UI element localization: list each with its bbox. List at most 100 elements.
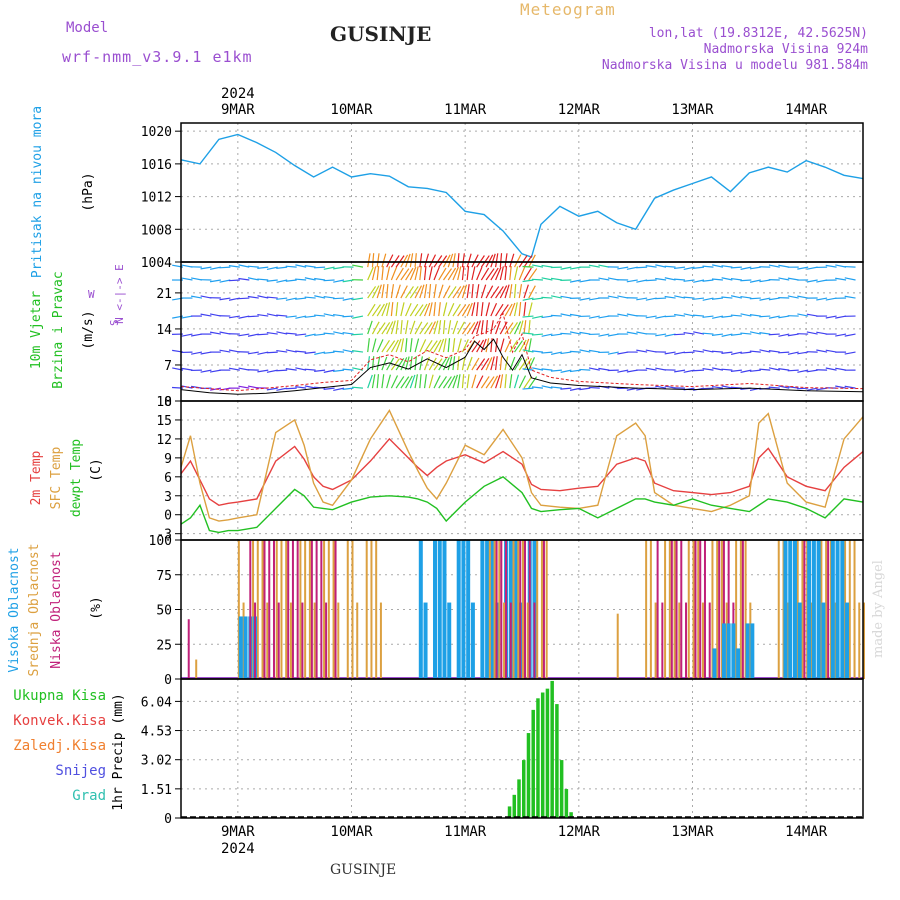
wind-arrow (442, 320, 446, 335)
wind-arrow (617, 351, 629, 355)
wind-arrow (569, 387, 581, 391)
wind-arrow (683, 331, 695, 335)
cloud-bar-mid (645, 540, 648, 679)
cloud-bar-low (519, 540, 522, 679)
temp-label: 2m Temp (29, 450, 44, 505)
wind-arrow (550, 386, 562, 389)
cloud-unit: (%) (89, 596, 104, 619)
wind-arrow (504, 266, 508, 281)
wind-arrow (598, 367, 610, 371)
cloud-bar-low (287, 540, 290, 679)
wind-arrow (560, 295, 572, 299)
wind-arrow (617, 266, 629, 270)
wind-arrow (778, 351, 790, 354)
wind-arrow (518, 284, 523, 299)
wind-arrow (400, 268, 410, 281)
wind-arrow (768, 264, 780, 268)
wind-arrow (181, 264, 193, 268)
wind-arrow (626, 369, 638, 373)
wind-arrow (740, 351, 752, 354)
wind-arrow (569, 313, 581, 317)
wind-arrow (423, 302, 431, 317)
wind-arrow (461, 253, 465, 268)
precip-bar (545, 688, 550, 818)
precip-bar (564, 789, 569, 818)
y-tick-label: 1016 (141, 158, 172, 173)
wind-arrow (191, 351, 203, 355)
wind-arrow (541, 368, 553, 371)
cloud-bar-mid (323, 540, 326, 679)
wind-arrow (523, 357, 533, 371)
temp-2m-line (180, 437, 864, 506)
wind-arrow (276, 369, 288, 372)
wind-arrow (806, 313, 818, 317)
wind-arrow (528, 357, 536, 371)
wind-arrow (333, 297, 345, 300)
wind-arrow (664, 333, 676, 337)
wind-arrow (523, 320, 527, 335)
wind-arrow (257, 295, 269, 299)
wind-arrow (219, 331, 231, 335)
y-tick-label: 50 (156, 604, 172, 619)
wind-arrow (522, 332, 534, 335)
wind-arrow (518, 375, 527, 389)
wind-arrow (485, 357, 493, 371)
wind-arrow (778, 315, 790, 319)
wind-arrow (452, 338, 456, 353)
wind-arrow (494, 253, 499, 268)
wind-arrow (209, 313, 222, 317)
wind-arrow (607, 333, 619, 337)
wind-arrow (352, 297, 364, 301)
wind-arrow (442, 285, 451, 299)
wind-arrow (513, 374, 520, 389)
wind-arrow (395, 267, 404, 281)
wind-arrow (499, 266, 504, 281)
model-label: Model (66, 20, 109, 36)
wind-arrow (386, 266, 391, 281)
wind-arrow (825, 264, 837, 268)
dewpt-label: dewpt Temp (69, 439, 84, 517)
wind-arrow (626, 279, 638, 283)
wind-arrow (730, 333, 742, 336)
wind-arrow (419, 356, 423, 371)
wind-arrow (480, 338, 487, 353)
wind-arrow (442, 357, 450, 371)
wind-arrow (531, 297, 544, 301)
wind-arrow (569, 266, 581, 270)
wind-arrow (560, 369, 572, 373)
cloud-bar-mid (498, 540, 501, 679)
wind-arrow (433, 284, 437, 299)
wind-arrow (386, 340, 396, 353)
wind-arrow (219, 297, 231, 301)
wind-arrow (513, 284, 517, 299)
wind-arrow (607, 277, 619, 281)
wind-arrow (333, 313, 345, 317)
wind-arrow (433, 266, 440, 281)
cloud-bar-low (500, 540, 503, 679)
wind-arrow (409, 374, 416, 389)
y-tick-label: 1008 (141, 223, 172, 238)
wind-arrow (247, 277, 259, 281)
precip-bar (536, 698, 540, 818)
wind-arrow (409, 286, 419, 299)
wind-sublabel: Brzina i Pravac (51, 271, 66, 388)
wind-arrow (749, 297, 761, 300)
cloud-bar-mid (863, 602, 865, 679)
cloud-bar-low (803, 540, 806, 679)
wind-arrow (514, 340, 523, 353)
cloud-bar-mid (673, 540, 676, 679)
cloud-bar-mid (346, 540, 349, 679)
wind-arrow (550, 314, 562, 317)
wind-arrow (447, 338, 451, 353)
wind-arrow (702, 265, 714, 268)
wind-arrow (825, 367, 837, 371)
wind-arrow (228, 279, 240, 282)
cloud-bar-mid (716, 540, 719, 679)
cloud-bar-low (528, 540, 531, 679)
wind-arrow (655, 385, 667, 389)
wind-arrow (759, 349, 771, 353)
cloud-bar-high (811, 540, 816, 679)
cloud-bar-mid (493, 540, 496, 679)
wind-arrow (304, 296, 316, 299)
wind-arrow (509, 322, 518, 335)
